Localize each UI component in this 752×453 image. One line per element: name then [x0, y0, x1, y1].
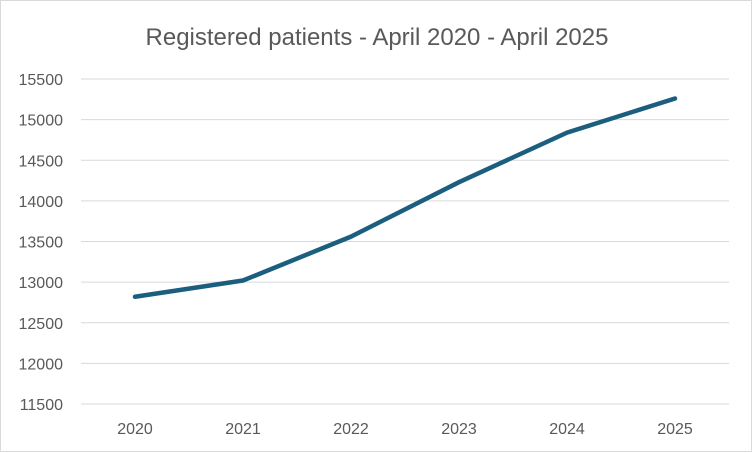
y-tick-label: 11500: [20, 397, 63, 414]
y-tick-label: 12000: [19, 356, 64, 373]
gridlines: [81, 79, 729, 404]
y-axis-tick-labels: 11500 12000 12500 13000 13500 14000 14500 15000…: [19, 72, 64, 414]
x-tick-label: 2021: [225, 421, 261, 438]
x-tick-label: 2025: [657, 421, 693, 438]
y-tick-label: 15000: [19, 113, 64, 130]
y-tick-label: 13500: [19, 235, 64, 252]
y-tick-label: 15500: [19, 72, 64, 89]
x-tick-label: 2020: [117, 421, 153, 438]
x-tick-label: 2023: [441, 421, 477, 438]
x-axis-tick-labels: 2020 2021 2022 2023 2024 2025: [117, 421, 693, 438]
x-tick-label: 2024: [549, 421, 585, 438]
y-tick-label: 13000: [19, 275, 64, 292]
y-tick-label: 14500: [19, 153, 64, 170]
y-tick-label: 14000: [19, 194, 64, 211]
y-tick-label: 12500: [19, 316, 64, 333]
series-line: [135, 99, 675, 297]
chart-title: Registered patients - April 2020 - April…: [146, 24, 609, 51]
x-tick-label: 2022: [333, 421, 369, 438]
series-group: [135, 98, 675, 296]
